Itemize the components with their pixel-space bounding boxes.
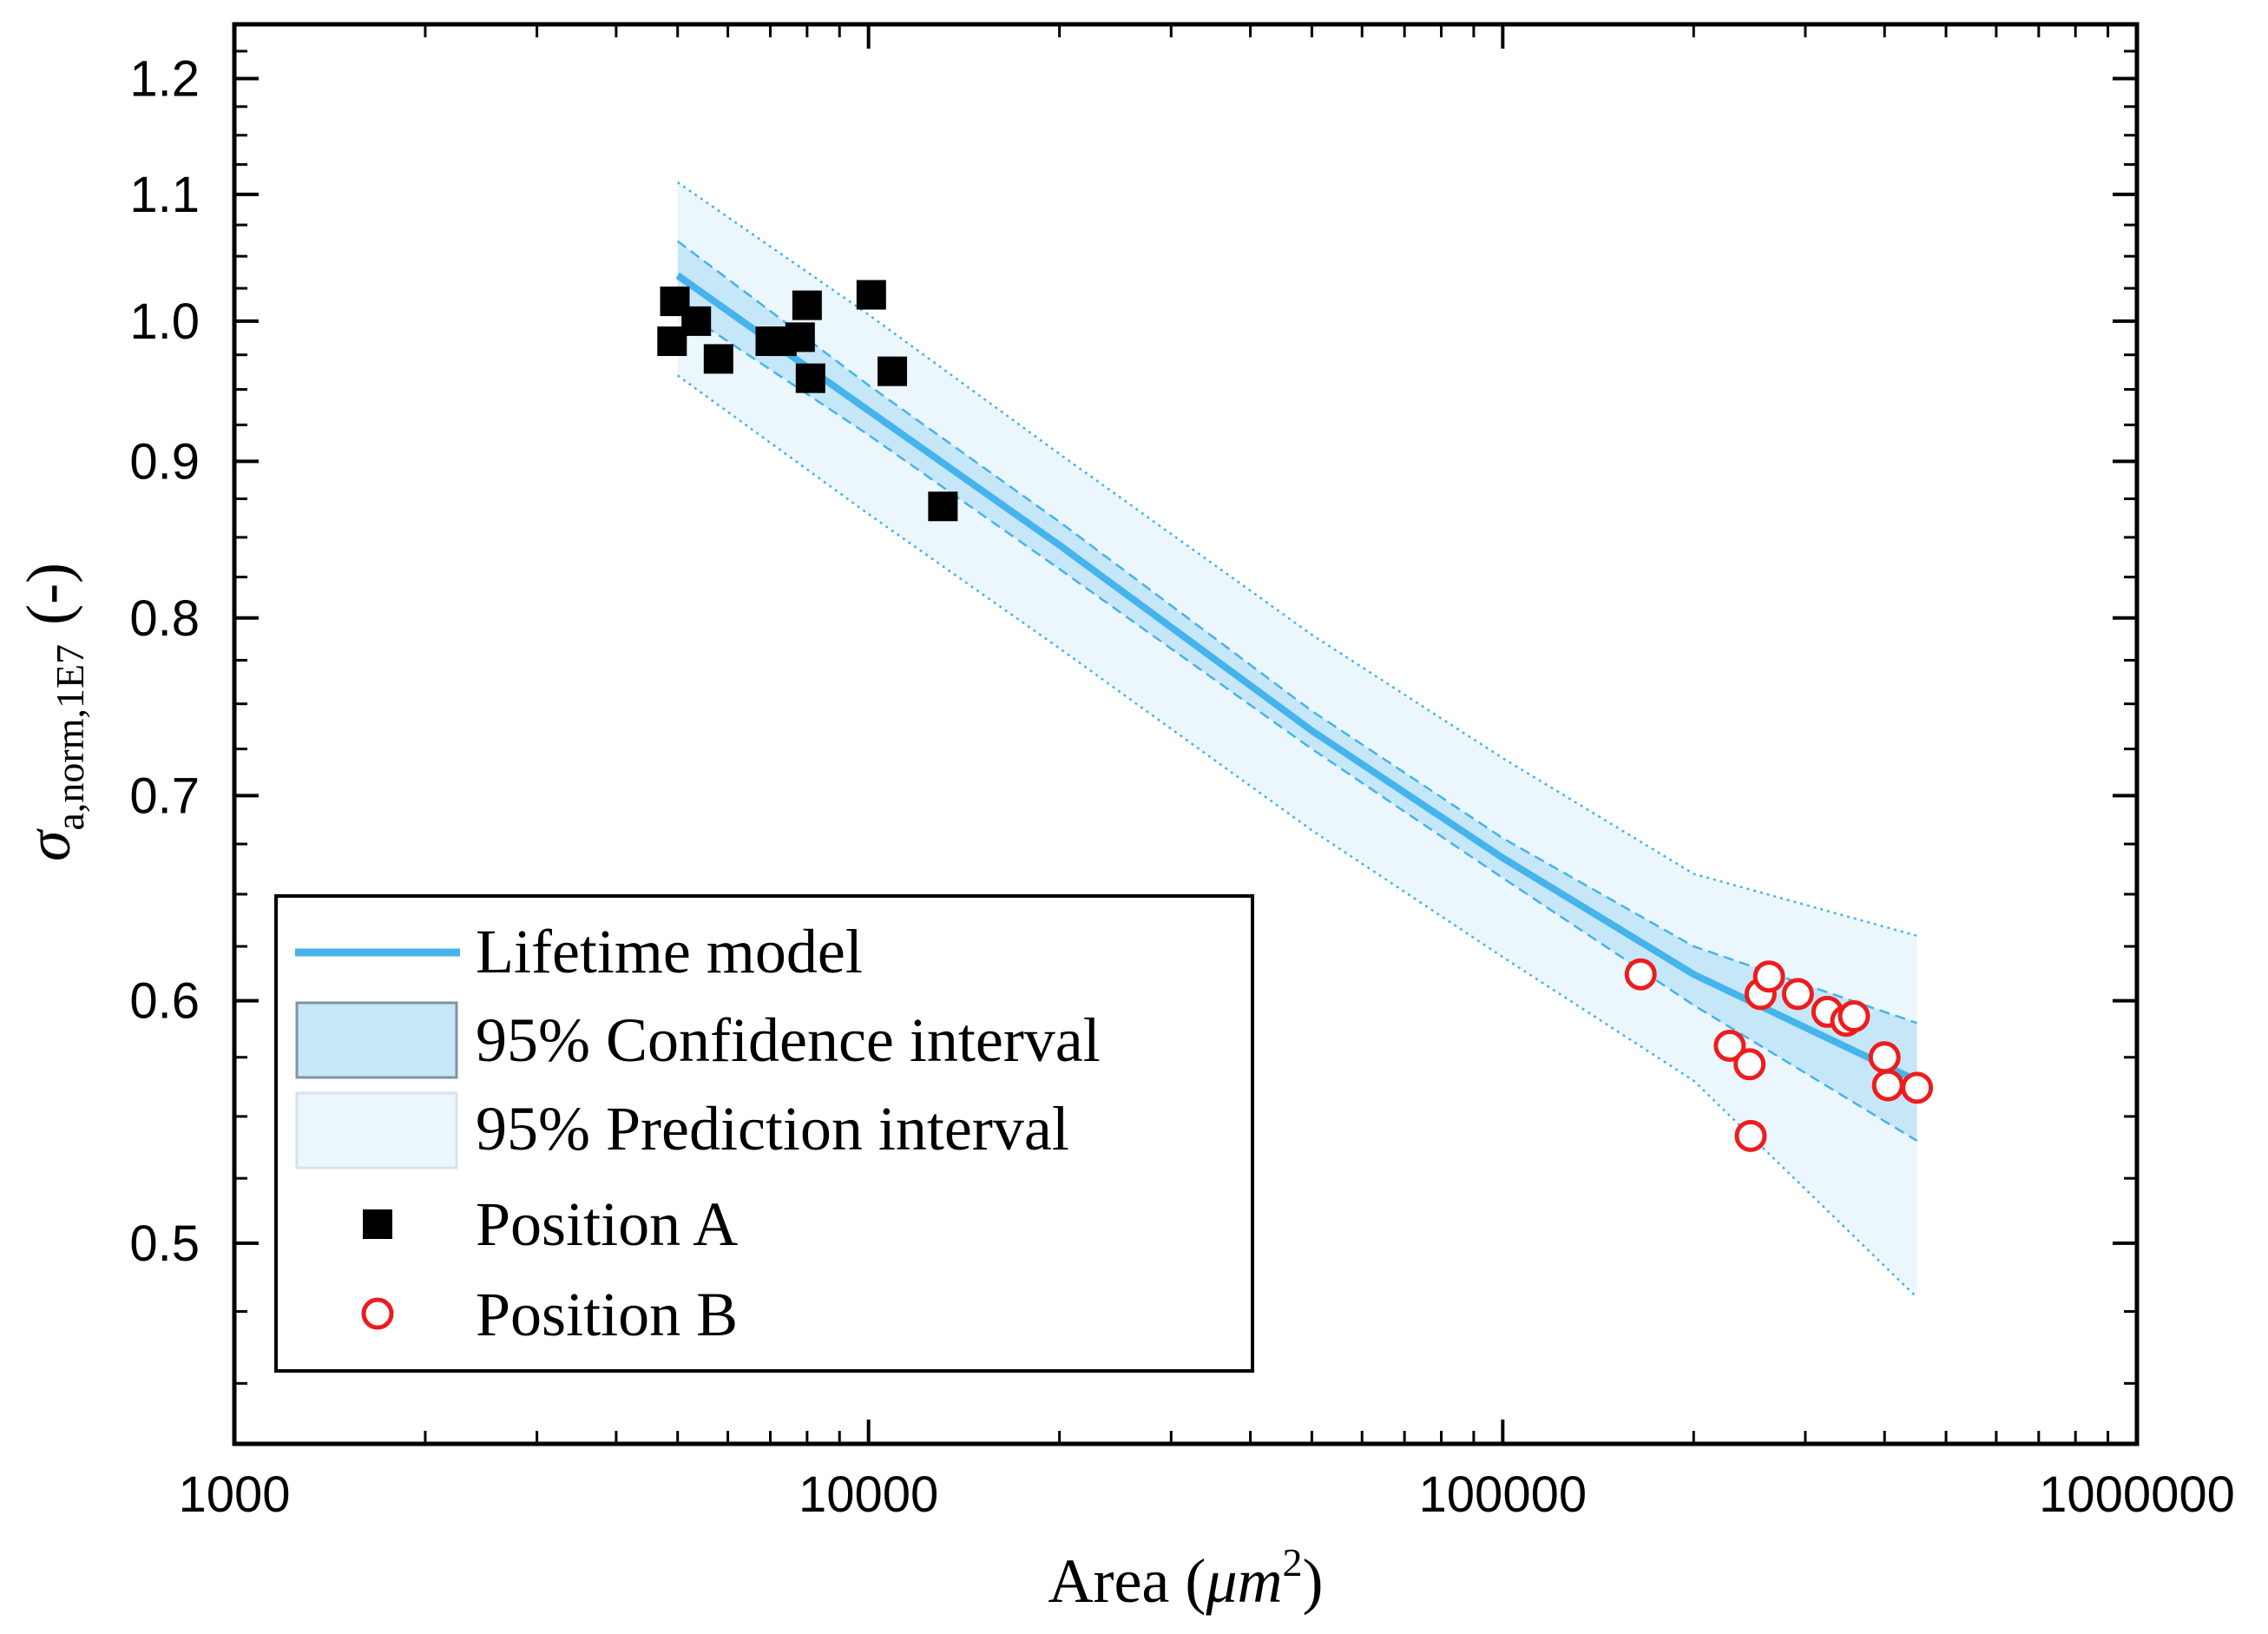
confidence-band — [677, 240, 1917, 1142]
legend-label-position-b: Position B — [476, 1280, 738, 1349]
point-position-b — [1868, 1041, 1901, 1074]
x-tick-label: 10000 — [799, 1466, 938, 1523]
legend: Lifetime model 95% Confidence interval 9… — [274, 894, 1254, 1373]
point-position-a — [878, 356, 908, 386]
y-tick-label: 0.7 — [129, 768, 200, 824]
legend-swatch-confidence — [295, 1001, 458, 1079]
point-position-a — [703, 344, 733, 374]
x-tick-label: 1000000 — [2039, 1466, 2235, 1523]
point-position-b — [1781, 978, 1814, 1011]
interval-bands — [675, 181, 1919, 1299]
point-position-a — [792, 290, 822, 320]
point-position-b — [1837, 1000, 1870, 1033]
lifetime-model-line — [675, 272, 1919, 1084]
y-tick-label: 0.6 — [129, 973, 200, 1030]
y-tick-label: 0.8 — [129, 590, 200, 647]
data-points — [657, 280, 1934, 1152]
prediction-lower-line — [676, 374, 1918, 1299]
legend-marker-position-b — [361, 1297, 394, 1330]
legend-label-confidence: 95% Confidence interval — [476, 1005, 1101, 1075]
confidence-upper-line — [676, 240, 1918, 1025]
point-position-b — [1901, 1071, 1934, 1104]
point-position-b — [1734, 1119, 1767, 1152]
y-tick-label: 1.2 — [129, 51, 200, 108]
legend-label-position-a: Position A — [476, 1189, 738, 1259]
legend-label-model: Lifetime model — [476, 917, 863, 986]
x-tick-label: 100000 — [1419, 1466, 1588, 1523]
point-position-a — [785, 322, 815, 352]
point-position-a — [795, 363, 825, 393]
plot-frame — [232, 22, 2140, 1446]
x-tick-label: 1000 — [178, 1466, 290, 1523]
y-tick-label: 1.1 — [129, 167, 200, 223]
point-position-b — [1752, 960, 1785, 993]
point-position-a — [856, 280, 886, 310]
x-axis-title: Area (μm2) — [1049, 1540, 1324, 1616]
point-position-b — [1871, 1069, 1904, 1102]
legend-swatch-prediction — [295, 1091, 458, 1169]
prediction-upper-line — [676, 181, 1917, 938]
point-position-a — [681, 306, 712, 336]
point-position-b — [1624, 958, 1657, 991]
y-tick-label: 0.9 — [129, 433, 200, 490]
y-tick-labels: 0.5 0.6 0.7 0.8 0.9 1.0 1.1 1.2 — [129, 51, 200, 1272]
x-tick-labels: 1000 10000 100000 1000000 — [178, 1466, 2234, 1523]
y-tick-label: 0.5 — [129, 1216, 200, 1272]
prediction-band — [677, 182, 1917, 1298]
legend-label-prediction: 95% Prediction interval — [476, 1094, 1069, 1163]
point-position-b — [1733, 1048, 1766, 1081]
y-tick-label: 1.0 — [129, 293, 200, 350]
legend-marker-position-a — [363, 1209, 392, 1239]
point-position-a — [928, 491, 958, 522]
point-position-b — [1713, 1030, 1746, 1063]
y-axis-title: σa,norm,1E7(-) — [14, 563, 92, 861]
